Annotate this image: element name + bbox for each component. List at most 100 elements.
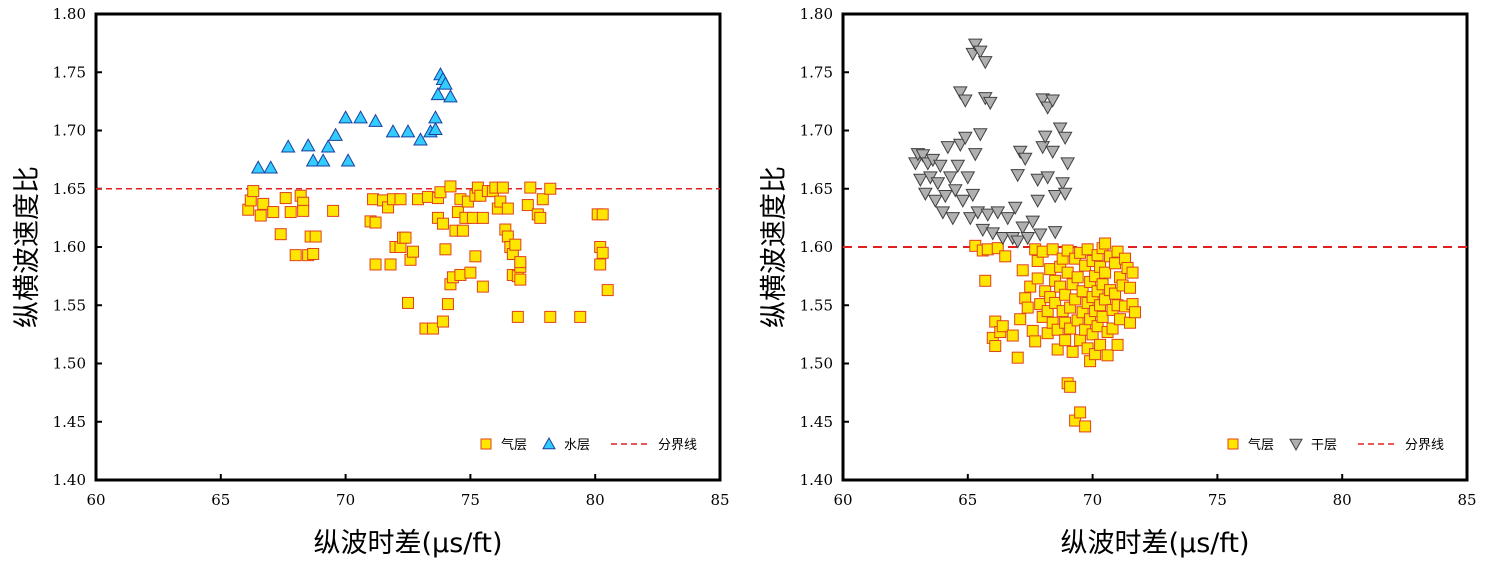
data-point bbox=[1061, 244, 1074, 257]
data-point bbox=[1106, 322, 1119, 335]
data-point bbox=[1059, 334, 1072, 347]
data-point bbox=[1041, 327, 1054, 340]
x-tick-label: 75 bbox=[461, 491, 480, 509]
data-point bbox=[1051, 323, 1064, 336]
legend-label: 气层 bbox=[1248, 437, 1274, 453]
data-point bbox=[280, 139, 296, 153]
y-tick-label: 1.60 bbox=[800, 238, 833, 256]
data-point bbox=[1079, 420, 1092, 433]
data-point bbox=[1041, 305, 1054, 318]
data-point bbox=[254, 209, 267, 222]
data-point bbox=[1040, 101, 1056, 115]
data-point bbox=[1045, 145, 1061, 159]
data-point bbox=[1099, 266, 1112, 279]
data-point bbox=[937, 190, 953, 204]
data-point bbox=[320, 139, 336, 153]
data-point bbox=[1012, 145, 1028, 159]
y-tick-label: 1.75 bbox=[53, 63, 86, 81]
legend-marker bbox=[1289, 438, 1303, 452]
data-point bbox=[1114, 313, 1127, 326]
x-tick-label: 65 bbox=[211, 491, 230, 509]
data-point bbox=[385, 124, 401, 138]
data-point bbox=[509, 238, 522, 251]
data-point bbox=[982, 96, 998, 111]
legend-label: 分界线 bbox=[658, 438, 697, 453]
data-point bbox=[328, 127, 343, 141]
data-point bbox=[1044, 263, 1057, 276]
y-tick-label: 1.70 bbox=[53, 122, 86, 140]
data-point bbox=[967, 148, 983, 162]
data-point bbox=[1126, 266, 1139, 279]
data-point bbox=[402, 296, 414, 309]
data-point bbox=[1035, 141, 1051, 155]
data-point bbox=[524, 181, 537, 194]
data-point bbox=[1049, 296, 1062, 309]
x-tick-label: 75 bbox=[1208, 491, 1227, 509]
data-point bbox=[985, 227, 1001, 241]
y-tick-label: 1.75 bbox=[800, 63, 833, 81]
data-point bbox=[1040, 171, 1056, 185]
data-point bbox=[930, 177, 946, 191]
data-point bbox=[1096, 310, 1109, 323]
data-point bbox=[394, 193, 407, 206]
data-point bbox=[1037, 130, 1053, 144]
data-point bbox=[1015, 221, 1031, 235]
data-point bbox=[327, 204, 340, 217]
y-tick-label: 1.50 bbox=[800, 355, 833, 373]
data-point bbox=[454, 268, 467, 281]
data-point bbox=[305, 153, 321, 167]
data-point bbox=[596, 246, 609, 259]
data-point bbox=[942, 171, 958, 185]
data-point bbox=[428, 110, 443, 124]
data-point bbox=[1034, 298, 1047, 311]
data-point bbox=[267, 206, 280, 219]
data-point bbox=[534, 211, 547, 224]
data-point bbox=[476, 211, 489, 224]
data-point bbox=[1061, 266, 1074, 279]
data-point bbox=[1047, 226, 1063, 240]
legend-label: 气层 bbox=[501, 437, 527, 453]
data-point bbox=[1066, 345, 1079, 358]
data-point bbox=[469, 250, 482, 263]
data-point bbox=[1021, 301, 1034, 314]
data-point bbox=[1032, 228, 1048, 242]
data-point bbox=[1014, 313, 1027, 326]
data-point bbox=[972, 128, 988, 142]
data-point bbox=[297, 204, 310, 217]
data-point bbox=[1055, 177, 1070, 191]
scatter-chart-gas-water: 60 65 70 75 80 85 1.40 1.45 1.50 1.55 1.60 1.65 1.70… bbox=[12, 5, 730, 559]
data-point bbox=[950, 159, 966, 173]
data-point bbox=[1099, 237, 1112, 250]
data-point bbox=[1069, 293, 1082, 306]
data-point bbox=[947, 184, 963, 198]
data-point bbox=[439, 243, 452, 256]
data-point bbox=[965, 188, 981, 203]
y-tick-label: 1.55 bbox=[800, 296, 833, 314]
data-point bbox=[1109, 287, 1122, 300]
data-point bbox=[1057, 131, 1073, 146]
data-point bbox=[501, 202, 514, 215]
data-point bbox=[957, 131, 973, 146]
legend: 气层 水层 分界线 bbox=[480, 436, 697, 453]
data-point bbox=[430, 86, 446, 101]
data-point bbox=[1060, 157, 1075, 171]
data-point bbox=[1064, 380, 1077, 393]
data-point bbox=[1025, 215, 1041, 229]
data-point bbox=[940, 141, 956, 155]
legend-marker bbox=[1227, 438, 1239, 450]
plot-area bbox=[841, 12, 1469, 482]
data-point bbox=[434, 186, 447, 199]
data-point bbox=[1047, 190, 1063, 204]
data-point bbox=[476, 280, 489, 293]
data-point bbox=[995, 231, 1011, 246]
data-point bbox=[443, 89, 458, 103]
data-point bbox=[521, 199, 534, 212]
data-point bbox=[967, 38, 983, 52]
series-water bbox=[250, 67, 458, 174]
data-point bbox=[1029, 335, 1042, 348]
x-tick-label: 70 bbox=[1083, 491, 1102, 509]
data-point bbox=[594, 258, 607, 271]
x-tick-label: 85 bbox=[1457, 491, 1476, 509]
data-point bbox=[1016, 264, 1029, 277]
data-point bbox=[406, 245, 419, 258]
